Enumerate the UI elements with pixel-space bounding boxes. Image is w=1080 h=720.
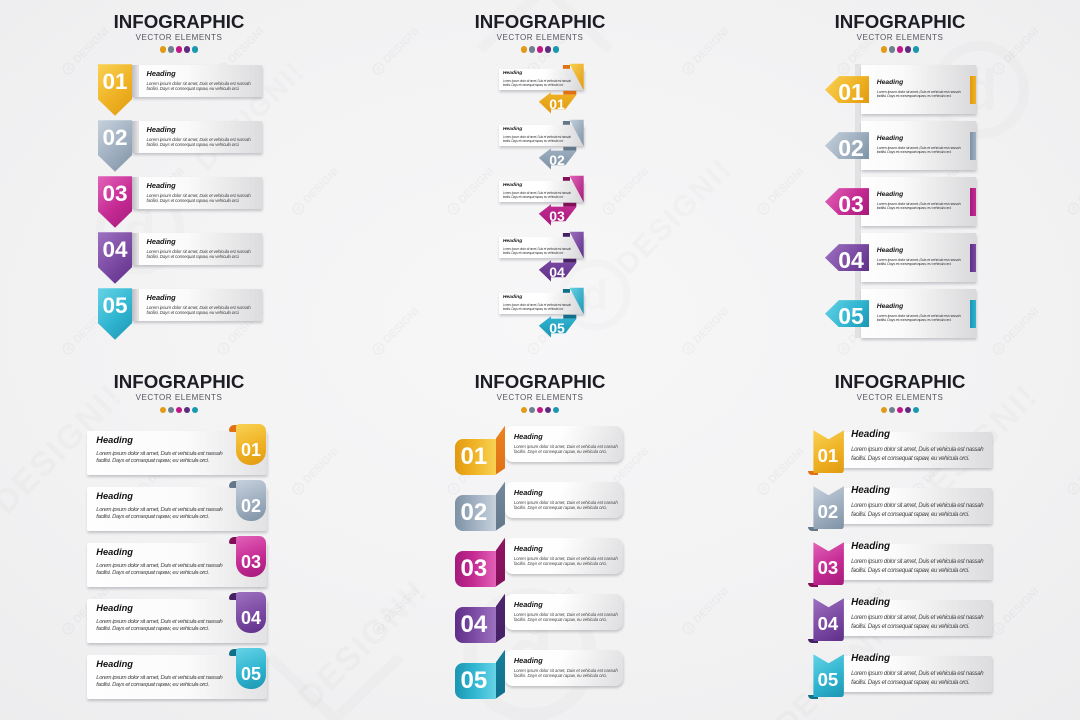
svg-text:d: d: [529, 344, 539, 354]
svg-text:d: d: [759, 484, 769, 494]
svg-text:d: d: [449, 204, 459, 214]
svg-text:d: d: [449, 484, 459, 494]
svg-text:d: d: [994, 624, 1004, 634]
svg-text:d: d: [839, 64, 849, 74]
svg-text:d: d: [374, 344, 384, 354]
svg-text:d: d: [604, 204, 614, 214]
svg-text:d: d: [1069, 204, 1079, 214]
svg-text:d: d: [994, 64, 1004, 74]
svg-text:d: d: [684, 64, 694, 74]
svg-text:d: d: [64, 624, 74, 634]
svg-text:d: d: [529, 64, 539, 74]
svg-text:d: d: [684, 624, 694, 634]
svg-text:d: d: [374, 64, 384, 74]
svg-text:d: d: [219, 344, 229, 354]
svg-text:d: d: [839, 344, 849, 354]
svg-text:d: d: [294, 484, 304, 494]
svg-text:d: d: [374, 624, 384, 634]
svg-text:d: d: [684, 344, 694, 354]
svg-text:d: d: [64, 344, 74, 354]
svg-text:d: d: [64, 64, 74, 74]
svg-text:d: d: [1069, 484, 1079, 494]
svg-text:d: d: [294, 204, 304, 214]
svg-text:d: d: [759, 204, 769, 214]
svg-text:d: d: [582, 271, 607, 318]
svg-text:d: d: [994, 344, 1004, 354]
